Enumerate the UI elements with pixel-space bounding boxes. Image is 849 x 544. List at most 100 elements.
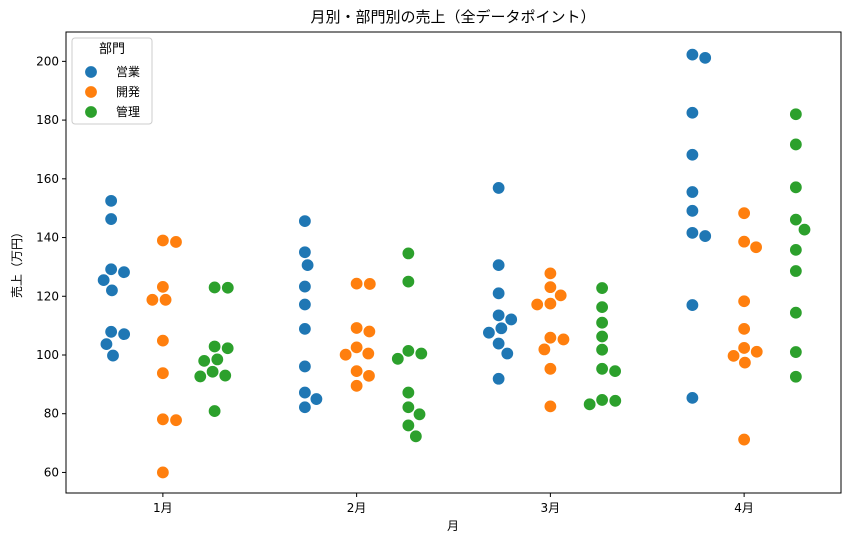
- data-point: [309, 392, 324, 406]
- data-point: [106, 348, 120, 363]
- data-point: [300, 258, 315, 272]
- data-point: [156, 465, 170, 480]
- data-point: [595, 343, 609, 357]
- data-point: [698, 51, 712, 65]
- data-point: [145, 293, 160, 307]
- data-point: [595, 329, 609, 344]
- data-point: [349, 364, 364, 378]
- x-tick-label: 4月: [734, 501, 754, 515]
- data-point: [737, 432, 751, 447]
- y-tick-label: 100: [36, 348, 59, 362]
- data-point: [298, 214, 312, 228]
- data-point: [401, 400, 416, 414]
- x-tick-label: 1月: [153, 501, 173, 515]
- legend-marker: [84, 85, 98, 99]
- data-point: [491, 258, 506, 272]
- data-point: [193, 369, 207, 384]
- data-point: [482, 325, 496, 340]
- data-point: [737, 234, 751, 249]
- legend-label: 管理: [116, 104, 140, 119]
- data-point: [391, 352, 405, 366]
- legend-marker: [84, 65, 98, 79]
- data-point: [543, 362, 558, 376]
- data-point: [789, 212, 803, 227]
- data-point: [698, 229, 712, 243]
- x-tick-label: 2月: [347, 501, 367, 515]
- data-point: [685, 298, 700, 312]
- data-point: [298, 359, 312, 374]
- data-point: [409, 429, 423, 444]
- data-point: [210, 352, 225, 367]
- data-point: [543, 266, 558, 281]
- y-axis: 60 80 100 120 140 160 180 200: [36, 54, 66, 479]
- data-point: [685, 148, 700, 162]
- data-point: [789, 264, 803, 278]
- data-point: [104, 212, 118, 226]
- data-point: [221, 281, 235, 295]
- data-point: [595, 315, 609, 330]
- data-point: [556, 332, 571, 347]
- data-point: [750, 345, 764, 359]
- data-point: [491, 308, 506, 323]
- data-point: [685, 106, 700, 120]
- data-point: [207, 280, 222, 295]
- data-point: [117, 265, 131, 279]
- data-point: [205, 365, 220, 379]
- data-point: [595, 362, 609, 376]
- data-point: [104, 194, 118, 208]
- legend-label: 営業: [116, 65, 140, 79]
- data-point: [349, 379, 364, 393]
- data-point: [362, 324, 377, 339]
- data-point: [298, 297, 312, 312]
- data-point: [412, 407, 427, 422]
- plot-frame: [65, 31, 842, 494]
- legend-label: 開発: [116, 85, 140, 99]
- data-point: [349, 321, 364, 335]
- data-point: [543, 330, 558, 345]
- data-point: [158, 293, 173, 307]
- y-tick-label: 80: [44, 407, 59, 421]
- data-point: [169, 235, 183, 249]
- data-point: [608, 364, 622, 378]
- data-point: [96, 273, 111, 287]
- data-point: [361, 346, 376, 361]
- x-axis-label: 月: [447, 519, 459, 533]
- data-point: [491, 336, 506, 351]
- y-tick-label: 200: [36, 54, 59, 68]
- data-point: [298, 400, 312, 414]
- data-point: [737, 206, 751, 220]
- chart-title: 月別・部門別の売上（全データポイント）: [310, 8, 595, 26]
- data-point: [749, 240, 763, 254]
- data-point: [595, 300, 609, 314]
- data-point: [685, 391, 700, 405]
- data-point: [595, 393, 609, 407]
- x-tick-label: 3月: [541, 501, 561, 515]
- data-point: [500, 346, 514, 361]
- data-point: [726, 349, 741, 363]
- y-tick-label: 180: [36, 113, 59, 127]
- data-point: [349, 276, 364, 291]
- legend-box: [71, 37, 153, 125]
- data-point: [156, 280, 170, 294]
- x-axis: 1月 2月 3月 4月: [153, 493, 754, 515]
- data-point: [491, 181, 506, 195]
- data-point: [543, 280, 558, 294]
- data-point: [207, 339, 222, 354]
- legend-marker: [84, 105, 98, 119]
- data-point: [685, 47, 700, 62]
- data-point: [117, 327, 131, 341]
- y-tick-label: 160: [36, 172, 59, 186]
- data-point: [401, 385, 416, 400]
- data-point: [207, 404, 222, 418]
- data-point: [362, 369, 376, 383]
- data-points: [96, 47, 812, 480]
- data-point: [105, 283, 119, 298]
- data-point: [530, 297, 544, 312]
- data-point: [543, 296, 558, 311]
- data-point: [220, 341, 235, 355]
- data-point: [789, 180, 803, 195]
- data-point: [608, 394, 622, 408]
- data-point: [156, 233, 170, 248]
